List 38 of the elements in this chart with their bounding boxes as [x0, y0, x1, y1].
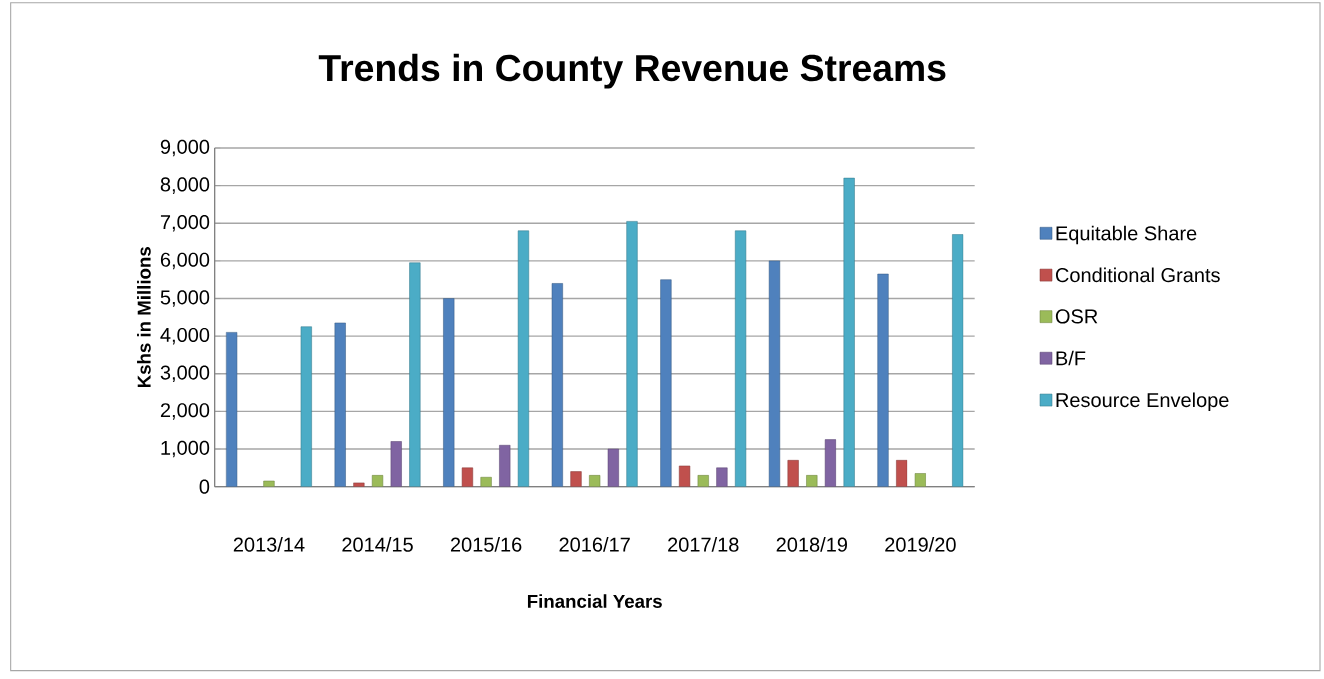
y-axis-title: Kshs in Millions: [137, 247, 151, 388]
bar: [843, 178, 855, 487]
y-tick-label: 3,000: [160, 365, 210, 383]
y-tick-label: 1,000: [161, 440, 210, 458]
bar: [806, 475, 818, 487]
y-tick-label: 5,000: [160, 290, 210, 307]
bar: [589, 475, 601, 487]
bar: [660, 279, 672, 487]
legend-label: B/F: [1056, 350, 1086, 366]
legend-label: OSR: [1055, 309, 1098, 324]
x-tick-label: 2018/19: [776, 537, 847, 552]
bar: [480, 477, 492, 487]
bar: [914, 473, 926, 487]
bar: [697, 475, 709, 487]
x-tick-label: 2017/18: [668, 537, 739, 552]
x-tick-label: 2014/15: [342, 537, 413, 552]
y-tick-label: 6,000: [160, 252, 210, 270]
bar: [716, 467, 728, 487]
x-tick-label: 2016/17: [559, 537, 630, 552]
bar: [409, 262, 421, 487]
x-tick-label: 2015/16: [450, 537, 522, 552]
y-tick-label: 4,000: [160, 328, 210, 345]
x-tick-label: 2019/20: [885, 537, 956, 552]
bar: [263, 480, 275, 487]
x-tick-label: 2013/14: [233, 537, 305, 552]
bar: [626, 221, 638, 487]
legend-label: Conditional Grants: [1055, 267, 1220, 283]
y-tick-label: 9,000: [160, 139, 210, 157]
x-axis-title: Financial Years: [527, 594, 662, 609]
y-tick-label: 8,000: [160, 177, 210, 195]
y-tick-label: 0: [199, 479, 210, 494]
legend-label: Resource Envelope: [1056, 392, 1229, 412]
bar: [371, 475, 384, 487]
y-tick-label: 2,000: [160, 403, 210, 420]
y-tick-label: 7,000: [160, 215, 210, 232]
bar: [877, 273, 889, 487]
legend-label: Equitable Share: [1056, 225, 1197, 245]
chart-title: Trends in County Revenue Streams: [318, 54, 946, 89]
